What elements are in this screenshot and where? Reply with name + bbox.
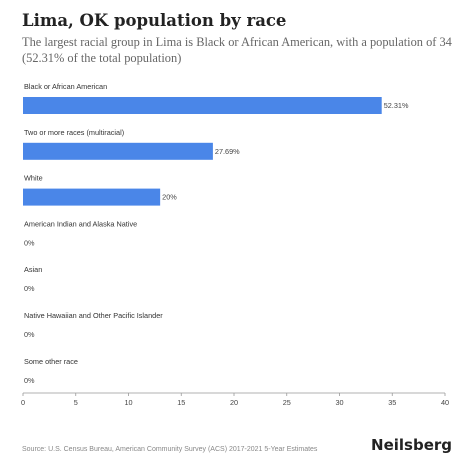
- category-label: Black or African American: [24, 82, 107, 91]
- chart-title: Lima, OK population by race: [22, 11, 287, 30]
- category-label: American Indian and Alaska Native: [24, 219, 137, 228]
- bar: [23, 142, 213, 160]
- source-note: Source: U.S. Census Bureau, American Com…: [22, 446, 318, 453]
- x-tick-label: 10: [124, 398, 132, 407]
- category-label: White: [24, 174, 43, 183]
- x-tick-label: 15: [177, 398, 185, 407]
- x-tick-label: 25: [283, 398, 291, 407]
- category-label: Two or more races (multiracial): [24, 128, 124, 137]
- x-tick-label: 5: [74, 398, 78, 407]
- data-label: 27.69%: [215, 147, 240, 156]
- data-label: 0%: [24, 330, 35, 339]
- data-label: 0%: [24, 238, 35, 247]
- category-label: Some other race: [24, 357, 78, 366]
- x-tick-label: 20: [230, 398, 238, 407]
- data-label: 20%: [162, 193, 177, 202]
- x-tick-label: 35: [388, 398, 396, 407]
- data-label: 52.31%: [384, 101, 409, 110]
- bar: [23, 188, 161, 206]
- data-label: 0%: [24, 376, 35, 385]
- category-label: Native Hawaiian and Other Pacific Island…: [24, 311, 163, 320]
- x-tick-label: 30: [335, 398, 343, 407]
- x-tick-label: 0: [21, 398, 25, 407]
- bar: [23, 97, 382, 114]
- category-label: Asian: [24, 265, 42, 274]
- x-tick-label: 40: [441, 398, 449, 407]
- data-label: 0%: [24, 284, 35, 293]
- chart-subtitle: The largest racial group in Lima is Blac…: [22, 35, 452, 65]
- brand-logo: Neilsberg: [371, 436, 452, 454]
